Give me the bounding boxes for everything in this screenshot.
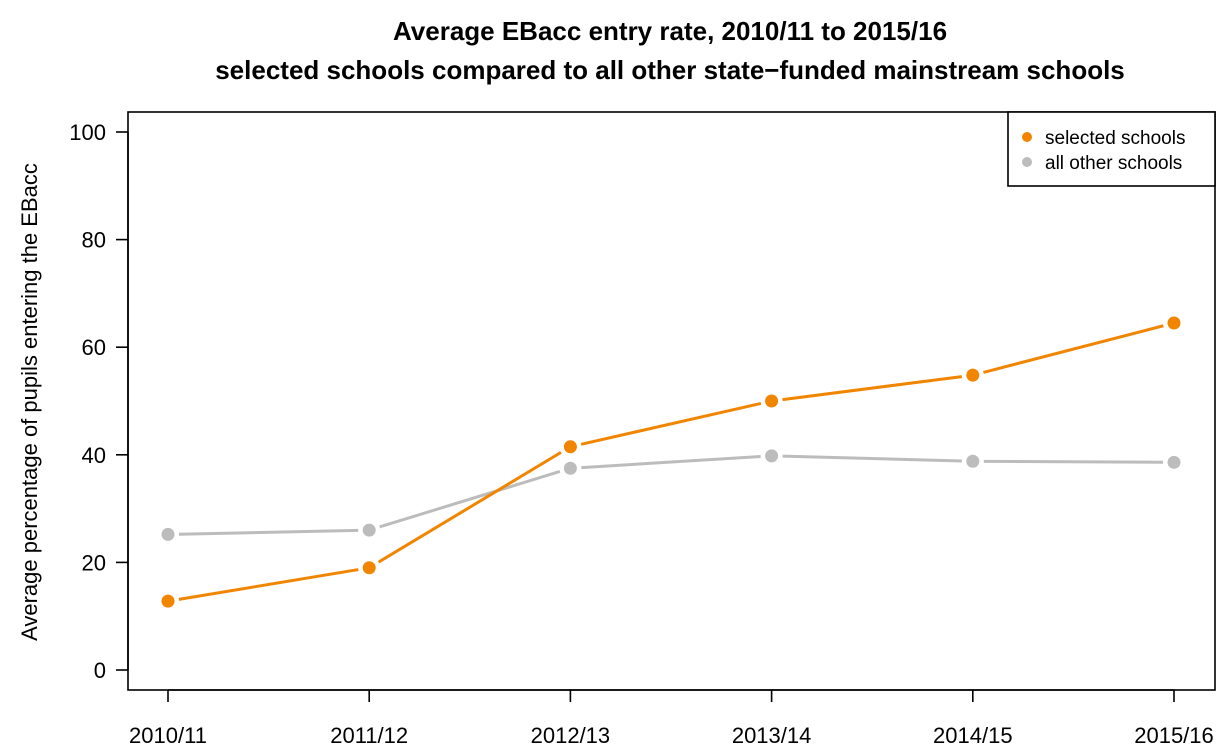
- data-point-all-other-schools: [765, 449, 779, 463]
- series-line-all-other-schools: [379, 470, 561, 529]
- data-point-selected-schools: [362, 561, 376, 575]
- series-line-selected-schools: [178, 568, 359, 601]
- series-line-all-other-schools: [581, 455, 761, 470]
- y-tick-label: 80: [82, 228, 106, 253]
- y-tick-label: 0: [94, 658, 106, 683]
- x-tick-label: 2012/13: [531, 723, 611, 748]
- legend-marker-all-other-schools: [1022, 157, 1032, 167]
- legend: selected schools all other schools: [1007, 111, 1216, 187]
- x-axis: 2010/11 2011/12 2012/13 2013/14 2014/15 2015/…: [129, 689, 1214, 748]
- data-point-selected-schools: [563, 440, 577, 454]
- data-point-all-other-schools: [362, 523, 376, 537]
- series-line-all-other-schools: [178, 528, 359, 536]
- x-tick-label: 2013/14: [732, 723, 812, 748]
- data-point-all-other-schools: [966, 454, 980, 468]
- x-tick-label: 2015/16: [1134, 723, 1214, 748]
- plot-area-frame: [127, 111, 1216, 691]
- x-tick-label: 2010/11: [129, 723, 207, 748]
- y-tick-label: 40: [82, 443, 106, 468]
- series-line-selected-schools: [377, 451, 562, 564]
- y-tick-label: 100: [69, 120, 106, 145]
- data-point-all-other-schools: [161, 527, 175, 541]
- legend-marker-selected-schools: [1022, 132, 1032, 142]
- y-tick-label: 20: [82, 550, 106, 575]
- series-line-selected-schools: [983, 324, 1164, 374]
- x-tick-label: 2014/15: [933, 723, 1013, 748]
- data-point-selected-schools: [1167, 316, 1181, 330]
- data-point-all-other-schools: [563, 461, 577, 475]
- y-tick-label: 60: [82, 335, 106, 360]
- chart-title: Average EBacc entry rate, 2010/11 to 201…: [393, 16, 947, 46]
- series-line-selected-schools: [782, 375, 963, 402]
- legend-box: [1007, 111, 1216, 187]
- series-line-all-other-schools: [983, 459, 1164, 464]
- data-point-all-other-schools: [1167, 455, 1181, 469]
- legend-label-all-other-schools: all other schools: [1045, 153, 1182, 174]
- series-line-selected-schools: [580, 401, 762, 446]
- y-axis: 0 20 40 60 80 100: [69, 120, 129, 683]
- series-layer: [161, 316, 1181, 608]
- data-point-selected-schools: [765, 394, 779, 408]
- data-point-selected-schools: [966, 368, 980, 382]
- data-point-selected-schools: [161, 594, 175, 608]
- legend-label-selected-schools: selected schools: [1045, 128, 1185, 149]
- series-line-all-other-schools: [782, 454, 962, 463]
- x-tick-label: 2011/12: [330, 723, 408, 748]
- chart-subtitle: selected schools compared to all other s…: [215, 55, 1125, 85]
- y-axis-label: Average percentage of pupils entering th…: [17, 163, 42, 641]
